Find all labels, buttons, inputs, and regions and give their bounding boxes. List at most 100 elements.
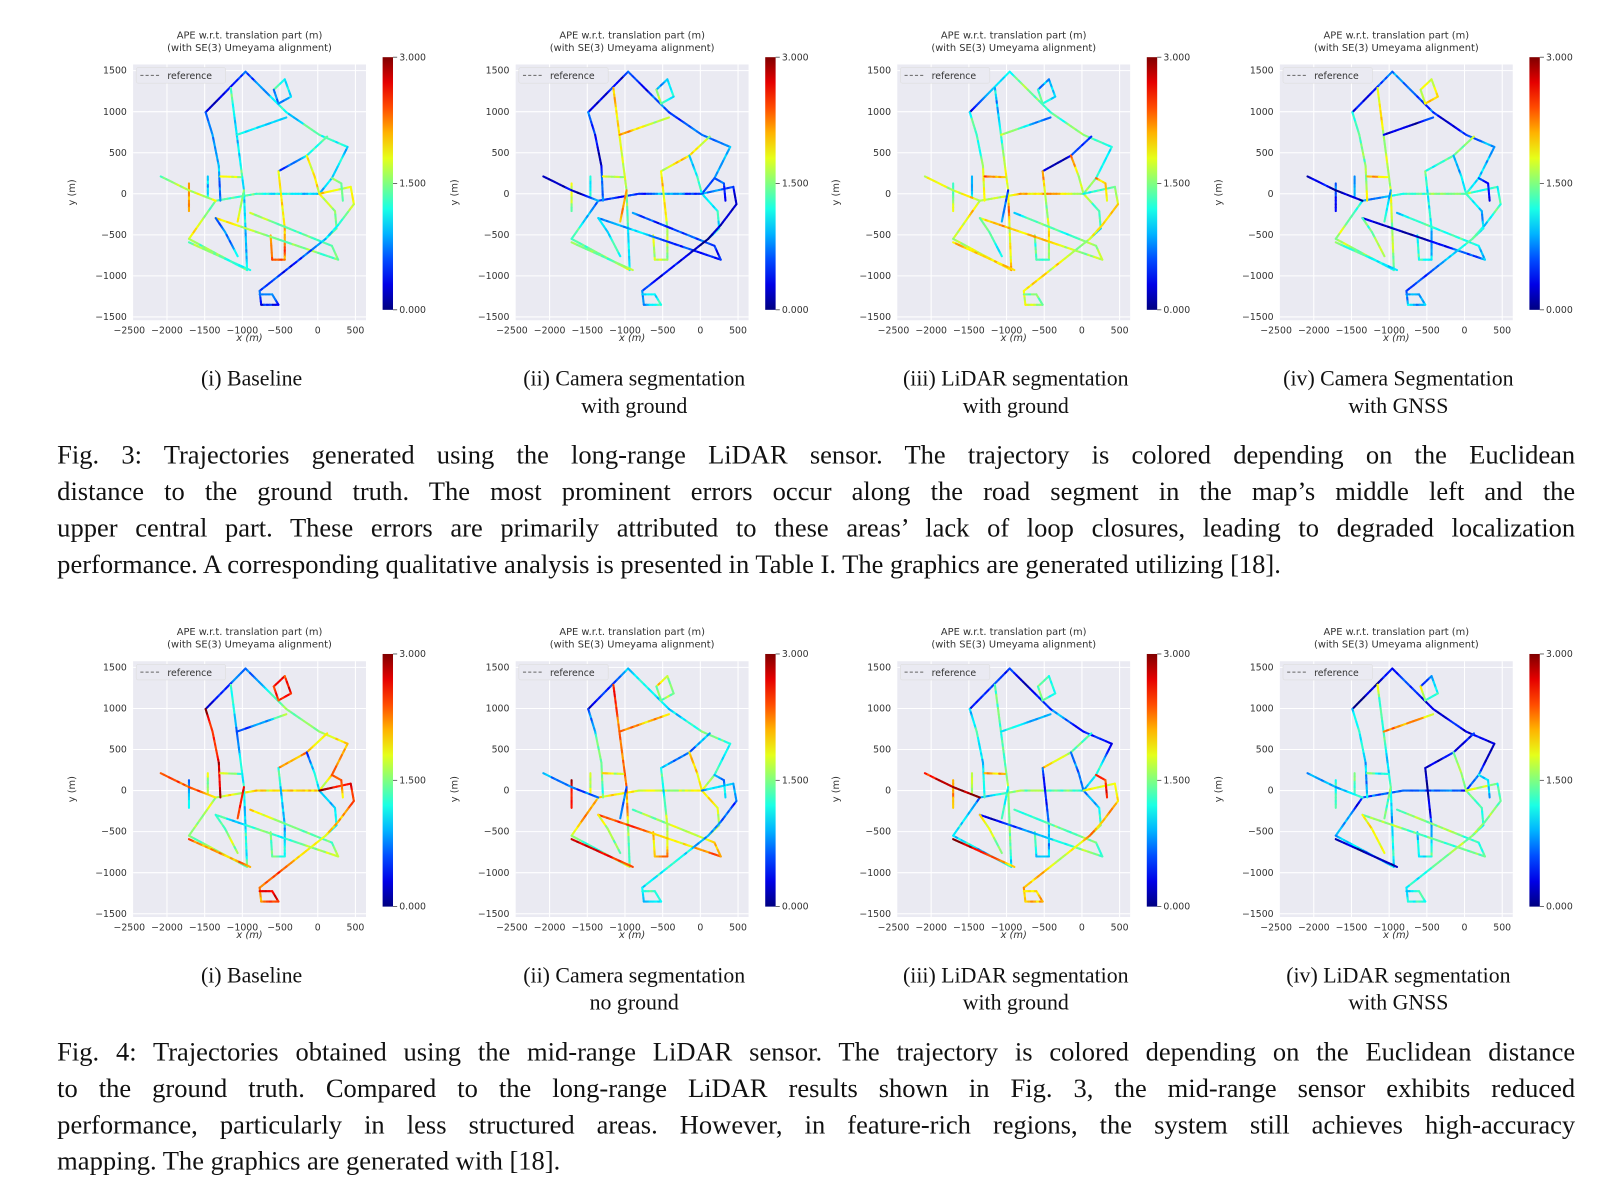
axes-background — [133, 661, 366, 918]
x-tick-label: −1000 — [609, 923, 641, 934]
colorbar — [765, 653, 776, 907]
x-tick-label: −2500 — [496, 326, 528, 337]
trajectory-segment — [272, 685, 276, 691]
subcaption-line: with ground — [962, 989, 1069, 1015]
trajectory-segment — [1429, 713, 1435, 717]
x-ticks: −2500 −2000 −1500 −1000 −500 0 500 — [878, 326, 1129, 337]
y-tick-label: 500 — [492, 745, 510, 756]
trajectory-segment — [1036, 88, 1040, 94]
y-tick-label: −1500 — [859, 312, 891, 323]
subcaption-line: with GNSS — [1348, 393, 1449, 418]
y-tick-label: 1000 — [486, 704, 510, 715]
trajectory-segment — [665, 713, 670, 717]
legend: reference — [900, 67, 991, 84]
x-tick-label: −500 — [267, 923, 293, 934]
trajectory-segment — [594, 198, 600, 202]
x-tick-label: 0 — [1079, 326, 1085, 337]
trajectory-segment — [211, 795, 217, 799]
trajectory-segment — [235, 252, 239, 258]
colorbar-tick-max: 3.000 — [1163, 52, 1190, 63]
subcaption-fig3-1: (i) Baseline — [59, 365, 444, 392]
plot-title-line1: APE w.r.t. translation part (m) — [177, 30, 323, 41]
trajectory-segment — [211, 198, 217, 202]
y-tick-label: 1000 — [103, 107, 127, 118]
legend-label: reference — [932, 71, 977, 82]
subcaption-line: (iii) LiDAR segmentation — [902, 365, 1129, 391]
y-tick-label: −500 — [101, 827, 127, 838]
y-tick-label: −1000 — [95, 868, 127, 879]
trajectory-segment — [323, 135, 329, 140]
trajectory-segment — [249, 211, 255, 216]
plot-title-line1: APE w.r.t. translation part (m) — [941, 30, 1087, 41]
x-axis-label: x (m) — [1000, 930, 1027, 941]
x-tick-label: 0 — [315, 923, 321, 934]
trajectory — [1306, 70, 1502, 306]
x-tick-label: −2500 — [496, 923, 528, 934]
subcaption-fig4-1: (i) Baseline — [59, 962, 444, 989]
x-tick-label: −1500 — [953, 326, 985, 337]
trajectory — [159, 667, 355, 903]
x-tick-label: −500 — [267, 326, 293, 337]
plot-svg: APE w.r.t. translation part (m) (with SE… — [1214, 627, 1573, 941]
colorbar-tick-mid: 1.500 — [782, 775, 809, 786]
y-tick-label: 0 — [503, 786, 509, 797]
trajectory-segment — [706, 135, 711, 140]
plot-title-line1: APE w.r.t. translation part (m) — [1324, 627, 1470, 638]
caption-line: distance to the ground truth. The most p… — [57, 476, 1576, 507]
trajectory-segment — [975, 795, 981, 799]
legend-label: reference — [550, 71, 595, 82]
trajectory-segment — [236, 217, 240, 223]
trajectory-segment — [617, 252, 622, 258]
plot-title-line2: (with SE(3) Umeyama alignment) — [931, 640, 1096, 651]
trajectory-segment — [1381, 252, 1386, 258]
x-tick-label: 500 — [1493, 326, 1511, 337]
colorbar-tick-mid: 1.500 — [1546, 179, 1573, 190]
y-tick-label: 0 — [1268, 189, 1274, 200]
trajectory-segment — [1358, 198, 1364, 202]
x-tick-label: −1500 — [189, 923, 221, 934]
colorbar-tick-min: 0.000 — [1163, 902, 1190, 913]
y-tick-label: −1500 — [478, 909, 510, 920]
subcaption-fig3-3: (iii) LiDAR segmentation with ground — [823, 365, 1208, 419]
x-tick-label: −2000 — [1298, 326, 1330, 337]
x-tick-label: −500 — [1031, 923, 1057, 934]
x-tick-label: −2000 — [915, 923, 947, 934]
x-tick-label: −500 — [1031, 326, 1057, 337]
trajectory-segment — [282, 116, 288, 120]
trajectory-segment — [249, 808, 255, 812]
trajectory-segment — [1088, 732, 1093, 737]
plot-title-line2: (with SE(3) Umeyama alignment) — [931, 43, 1096, 54]
colorbar-tick-max: 3.000 — [782, 52, 809, 63]
x-tick-label: −2500 — [878, 923, 910, 934]
y-tick-label: −1500 — [859, 909, 891, 920]
y-tick-label: −1500 — [1242, 312, 1274, 323]
y-tick-label: −1500 — [478, 312, 510, 323]
trajectory-segment — [1470, 135, 1475, 140]
plot-svg: APE w.r.t. translation part (m) (with SE… — [831, 627, 1190, 941]
y-axis-label: y (m) — [449, 776, 460, 802]
trajectory-plot-fig4-2: APE w.r.t. translation part (m) (with SE… — [440, 623, 825, 956]
subcaption-line: with ground — [962, 393, 1069, 418]
plot-title-line1: APE w.r.t. translation part (m) — [177, 627, 323, 638]
subcaption-line: (i) Baseline — [200, 365, 303, 391]
y-tick-label: 1000 — [486, 107, 510, 118]
y-tick-label: 1500 — [486, 66, 510, 77]
x-tick-label: −1500 — [953, 923, 985, 934]
trajectory-segment — [665, 116, 670, 120]
x-axis-label: x (m) — [1382, 333, 1409, 344]
y-tick-label: −500 — [1248, 230, 1274, 241]
trajectory-segment — [999, 848, 1003, 855]
colorbar — [765, 57, 776, 310]
colorbar-tick-mid: 1.500 — [399, 179, 426, 190]
plot-svg: APE w.r.t. translation part (m) (with SE… — [67, 30, 426, 344]
x-tick-label: −1000 — [227, 923, 259, 934]
trajectory-plot-fig4-4: APE w.r.t. translation part (m) (with SE… — [1204, 623, 1589, 956]
trajectory-segment — [1013, 808, 1019, 812]
trajectory — [1306, 667, 1502, 903]
x-tick-label: 500 — [347, 923, 365, 934]
y-tick-label: −1000 — [478, 868, 510, 879]
y-tick-label: 500 — [492, 148, 510, 159]
subcaption-line: no ground — [589, 989, 679, 1015]
trajectory-segment — [706, 732, 711, 737]
y-tick-label: −500 — [484, 230, 510, 241]
